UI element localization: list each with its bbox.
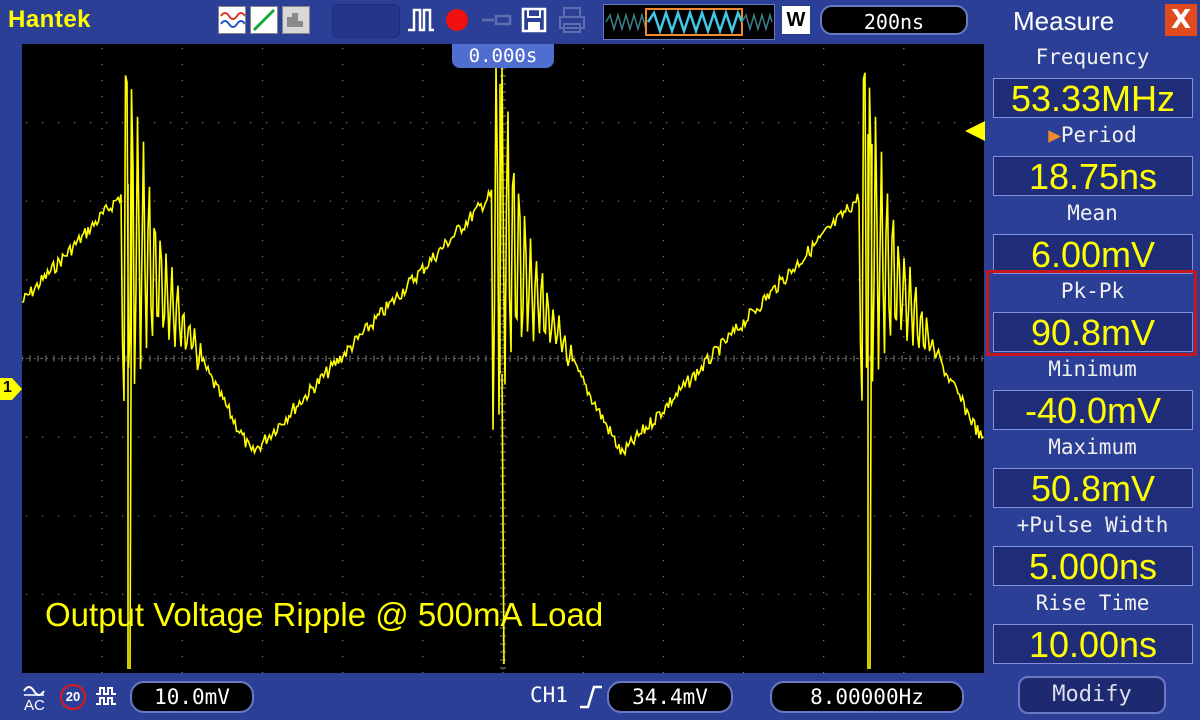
modify-button[interactable]: Modify [1018,676,1166,714]
measure-label-pkpk: Pk-Pk [1060,279,1125,303]
acquire-mode-badge[interactable]: W [782,6,810,34]
volts-per-div-readout[interactable]: 10.0mV [130,681,254,713]
measure-value-frequency[interactable]: 53.33MHz [993,78,1193,119]
measure-panel-header: Measure X [985,0,1200,44]
brand-logo: Hantek [8,6,92,33]
coupling-label: AC [24,697,45,714]
bandwidth-limit-icon[interactable]: 20 [60,684,86,710]
measure-label-minimum: Minimum [1048,357,1137,381]
waveform-display-icon[interactable] [218,6,246,34]
invert-icon[interactable] [94,684,124,710]
measure-value-rise-time[interactable]: 10.00ns [993,624,1193,665]
ac-coupling-icon[interactable]: AC [22,681,48,715]
persistence-icon[interactable] [282,6,310,34]
timebase-readout[interactable]: 200ns [820,5,968,35]
measure-label-period: ▶Period [1048,123,1137,147]
trigger-level-readout[interactable]: 34.4mV [607,681,733,713]
bottom-status-bar: AC 20 10.0mV CH1 34.4mV 8.00000Hz [0,673,985,720]
line-mode-icon[interactable] [250,6,278,34]
measure-label-frequency: Frequency [1035,45,1150,69]
measure-panel-title: Measure [1013,6,1115,36]
measure-value-pulse-width[interactable]: 5.000ns [993,546,1193,587]
measure-panel: Measure X Frequency 53.33MHz ▶Period 18.… [985,0,1200,720]
record-icon[interactable] [443,6,471,34]
channel-1-marker[interactable]: 1 [0,378,22,400]
trigger-level-marker[interactable] [963,121,985,141]
measure-value-period[interactable]: 18.75ns [993,156,1193,197]
measure-value-minimum[interactable]: -40.0mV [993,390,1193,431]
measure-value-maximum[interactable]: 50.8mV [993,468,1193,509]
probe-icon[interactable] [480,6,516,34]
channel-1-marker-label: 1 [3,379,12,396]
measure-value-pkpk[interactable]: 90.8mV [993,312,1193,353]
measure-value-mean[interactable]: 6.00mV [993,234,1193,275]
top-toolbar: Hantek [0,0,985,44]
trigger-frequency-readout: 8.00000Hz [770,681,964,713]
measure-label-mean: Mean [1067,201,1118,225]
pkpk-highlight-box [986,270,1197,356]
mode-indicator-box [332,4,400,38]
record-overview[interactable] [603,4,775,40]
waveform-plot [22,44,984,673]
selected-arrow-icon: ▶ [1048,123,1061,147]
measure-label-pulse-width: +Pulse Width [1016,513,1169,537]
measure-label-maximum: Maximum [1048,435,1137,459]
close-button[interactable]: X [1165,4,1197,36]
print-icon[interactable] [558,6,586,34]
pulse-trigger-icon[interactable] [406,6,434,34]
caption-text: Output Voltage Ripple @ 500mA Load [45,596,604,633]
save-icon[interactable] [520,6,548,34]
channel-1-trace [22,63,984,670]
measure-label-rise-time: Rise Time [1035,591,1150,615]
waveform-screen[interactable] [22,44,984,673]
rising-edge-icon[interactable] [578,683,604,711]
trigger-channel-label: CH1 [530,683,568,707]
trigger-time-label[interactable]: 0.000s [452,44,554,68]
